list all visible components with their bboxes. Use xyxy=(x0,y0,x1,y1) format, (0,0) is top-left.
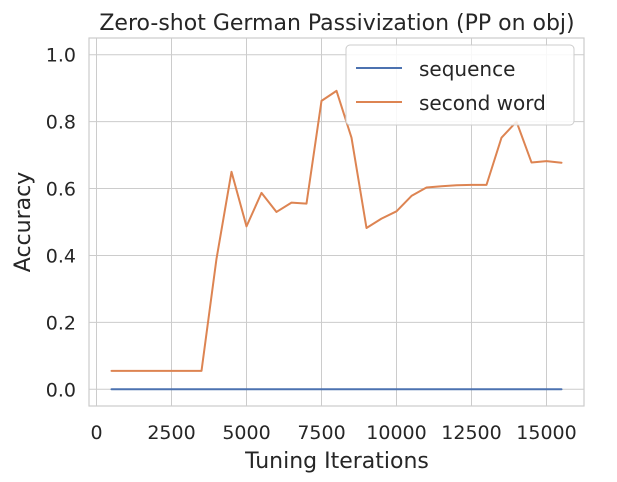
y-tick-label-3: 0.6 xyxy=(46,179,76,201)
y-tick-label-5: 1.0 xyxy=(46,45,76,67)
x-tick-label-4: 10000 xyxy=(366,422,426,444)
y-axis-ticks: 0.0 0.2 0.4 0.6 0.8 1.0 xyxy=(46,45,76,402)
series-line-second-word xyxy=(110,89,563,372)
x-axis-ticks: 0 2500 5000 7500 10000 12500 15000 xyxy=(90,422,576,444)
plot-frame xyxy=(88,37,585,407)
x-tick-label-6: 15000 xyxy=(516,422,576,444)
chart-title: Zero-shot German Passivization (PP on ob… xyxy=(99,11,574,36)
x-tick-label-2: 5000 xyxy=(222,422,270,444)
plot-border xyxy=(88,37,585,407)
legend: sequence second word xyxy=(345,44,575,126)
x-tick-label-3: 7500 xyxy=(297,422,345,444)
x-tick-label-0: 0 xyxy=(90,422,102,444)
x-tick-label-1: 2500 xyxy=(147,422,195,444)
y-tick-label-4: 0.8 xyxy=(46,112,76,134)
y-tick-label-2: 0.4 xyxy=(46,245,76,267)
y-tick-label-0: 0.0 xyxy=(46,379,76,401)
y-tick-label-1: 0.2 xyxy=(46,312,76,334)
series-lines xyxy=(110,89,563,391)
legend-label-second-word: second word xyxy=(419,91,546,115)
x-axis-label: Tuning Iterations xyxy=(244,449,429,474)
legend-box xyxy=(345,44,575,126)
x-tick-label-5: 12500 xyxy=(441,422,501,444)
legend-label-sequence: sequence xyxy=(419,57,515,81)
y-axis-label: Accuracy xyxy=(11,172,36,272)
